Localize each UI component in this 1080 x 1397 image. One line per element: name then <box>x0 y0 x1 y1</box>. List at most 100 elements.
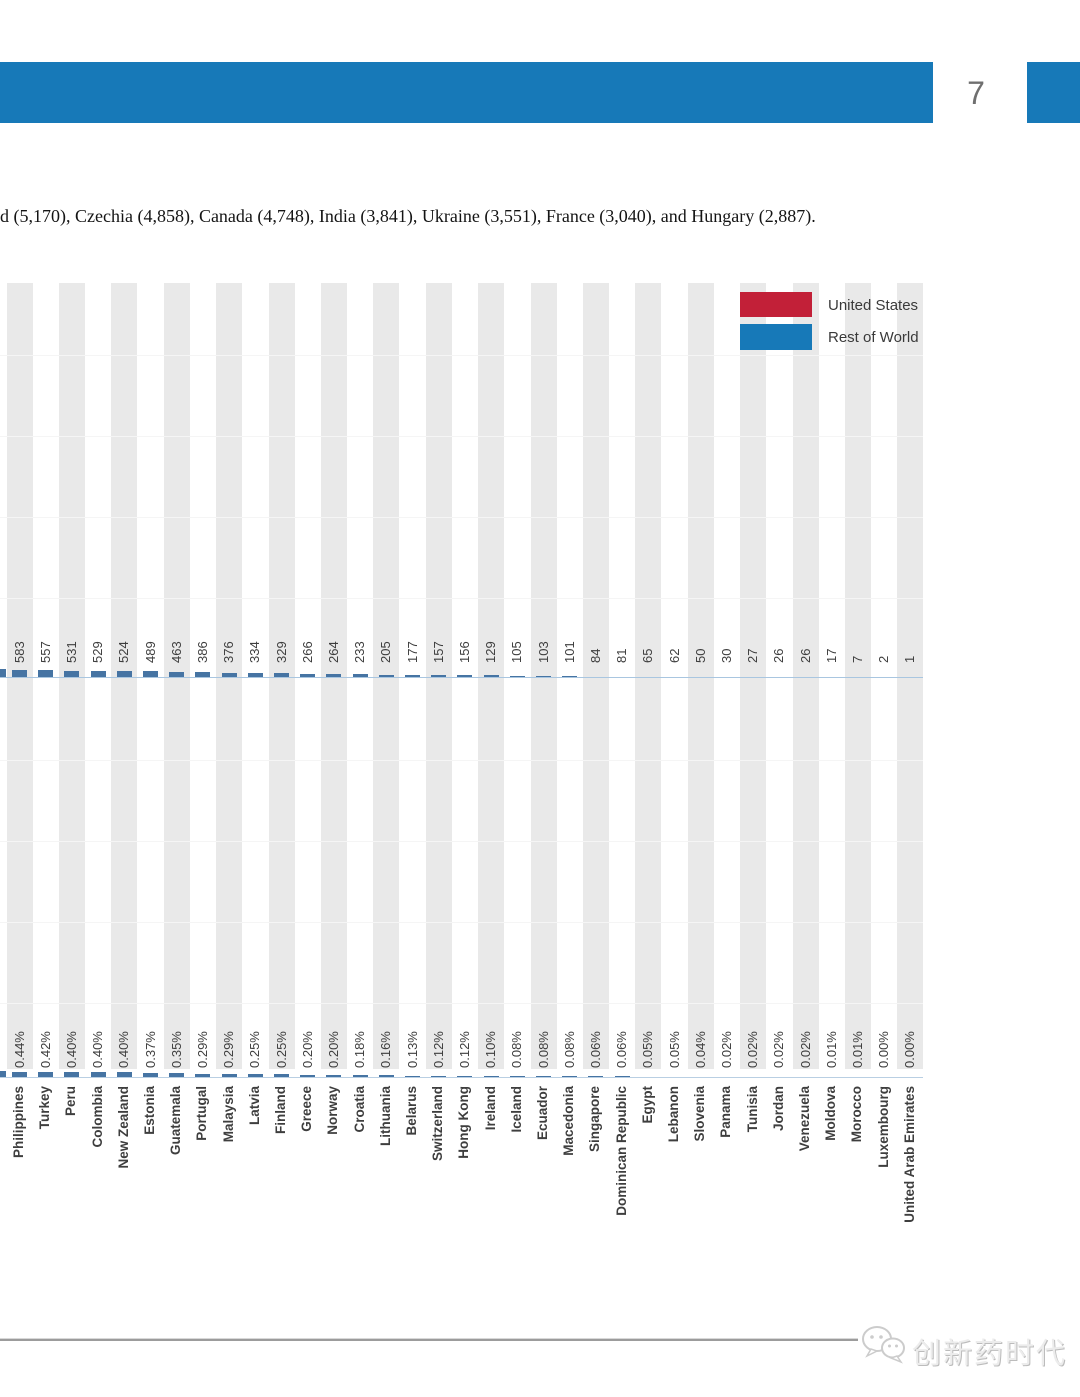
row-band <box>635 283 662 1069</box>
percent-bar <box>12 1071 27 1077</box>
count-bar <box>169 671 185 677</box>
count-value-label: 266 <box>299 641 315 663</box>
percent-value-label: 0.04% <box>692 1031 708 1068</box>
count-value-label: 129 <box>483 641 499 663</box>
count-bar <box>247 673 263 677</box>
count-bar <box>509 675 525 677</box>
country-label: Panama <box>718 1086 734 1138</box>
page-number: 7 <box>967 75 985 111</box>
count-value-label: 524 <box>116 641 132 663</box>
count-value-label: 531 <box>63 641 79 663</box>
count-value-label: 264 <box>325 641 341 663</box>
percent-bar <box>300 1074 316 1077</box>
country-label: Moldova <box>823 1086 839 1141</box>
count-value-label: 26 <box>771 648 787 663</box>
percent-value-label: 0.00% <box>876 1031 892 1068</box>
country-label: Finland <box>273 1086 288 1134</box>
country-label: Guatemala <box>168 1086 184 1156</box>
count-value-label: 62 <box>666 648 682 663</box>
percent-bar <box>614 1076 630 1077</box>
watermark-brand-text: 创新药时代 <box>912 1338 1068 1370</box>
count-bar <box>536 675 551 677</box>
percent-value-label: 0.08% <box>561 1031 577 1068</box>
legend-label-united-states: United States <box>828 297 919 314</box>
country-label: Morocco <box>849 1086 865 1143</box>
percent-value-label: 0.37% <box>142 1031 158 1068</box>
count-value-label: 84 <box>587 648 603 663</box>
country-label: New Zealand <box>115 1086 131 1169</box>
percent-value-label: 0.12% <box>430 1031 446 1068</box>
percent-bar <box>326 1074 342 1077</box>
percent-bar <box>352 1074 368 1077</box>
country-label: United Arab Emirates <box>901 1086 917 1223</box>
count-bar <box>274 673 289 677</box>
percent-value-label: 0.40% <box>90 1031 106 1068</box>
country-label: Belarus <box>404 1086 419 1136</box>
percent-bar <box>483 1075 499 1077</box>
percent-value-label: 0.02% <box>771 1031 787 1068</box>
country-label: Egypt <box>639 1086 655 1124</box>
percent-value-label: 0.44% <box>11 1031 27 1068</box>
row-band <box>687 283 714 1069</box>
count-value-label: 489 <box>142 641 158 663</box>
value-gridline <box>0 760 923 761</box>
count-bar <box>12 670 27 677</box>
count-axis-baseline <box>0 677 923 678</box>
count-value-label: 386 <box>194 641 210 663</box>
count-bar <box>64 670 80 677</box>
count-value-label: 17 <box>823 648 839 663</box>
percent-bar <box>378 1075 394 1077</box>
count-value-label: 583 <box>11 641 27 663</box>
country-label: Ireland <box>482 1086 498 1131</box>
country-label: Dominican Republic <box>613 1086 629 1216</box>
country-label: Macedonia <box>561 1086 577 1156</box>
header-banner <box>0 62 933 123</box>
country-label: Venezuela <box>797 1086 812 1152</box>
count-value-label: 329 <box>273 641 289 663</box>
cropped-count-bar <box>0 669 6 677</box>
wechat-logo-icon <box>862 1326 905 1364</box>
cropped-percent-bar <box>0 1071 6 1077</box>
percent-bar <box>536 1076 551 1077</box>
percent-bar <box>247 1074 263 1077</box>
count-bar <box>457 675 473 677</box>
country-label: Lithuania <box>377 1086 393 1146</box>
row-band <box>792 283 819 1069</box>
percent-bar <box>588 1076 604 1077</box>
count-value-label: 177 <box>404 641 420 663</box>
percent-value-label: 0.29% <box>221 1031 237 1068</box>
percent-bar <box>143 1072 158 1077</box>
percent-value-label: 0.10% <box>483 1031 499 1068</box>
percent-bar <box>38 1072 54 1077</box>
count-bar <box>431 675 447 677</box>
percent-value-label: 0.01% <box>849 1031 865 1068</box>
percent-bar <box>169 1073 185 1077</box>
country-label: Colombia <box>89 1086 105 1148</box>
percent-axis-baseline <box>0 1077 923 1078</box>
country-label: Estonia <box>142 1086 157 1135</box>
count-value-label: 157 <box>430 641 446 663</box>
value-gridline <box>0 517 923 518</box>
percent-value-label: 0.06% <box>614 1031 630 1068</box>
percent-bar <box>195 1073 211 1077</box>
country-label: Jordan <box>770 1086 786 1132</box>
country-label: Ecuador <box>535 1086 550 1141</box>
percent-bar <box>509 1076 525 1077</box>
percent-value-label: 0.25% <box>273 1031 289 1068</box>
percent-value-label: 0.18% <box>352 1031 368 1068</box>
percent-value-label: 0.40% <box>63 1031 79 1068</box>
body-text-fragment: d (5,170), Czechia (4,858), Canada (4,74… <box>0 206 816 226</box>
country-label: Croatia <box>351 1086 367 1133</box>
count-value-label: 26 <box>797 648 813 663</box>
country-label: Tunisia <box>744 1086 760 1133</box>
percent-value-label: 0.25% <box>247 1031 263 1068</box>
percent-value-label: 0.00% <box>902 1031 918 1068</box>
value-gridline <box>0 922 923 923</box>
country-label: Switzerland <box>430 1086 446 1162</box>
country-label: Latvia <box>246 1086 262 1126</box>
percent-bar <box>431 1075 447 1077</box>
count-value-label: 50 <box>692 648 708 663</box>
count-value-label: 1 <box>902 655 918 663</box>
count-bar <box>352 674 368 677</box>
